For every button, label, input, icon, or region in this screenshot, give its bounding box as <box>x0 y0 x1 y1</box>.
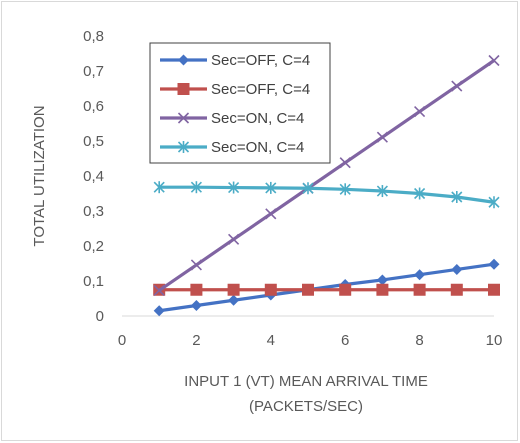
data-point <box>451 263 463 275</box>
data-point <box>153 181 165 194</box>
data-point <box>376 131 388 143</box>
legend: Sec=OFF, C=4 Sec=OFF, C=4 Sec=ON, C=4 Sec=O… <box>149 42 331 164</box>
data-point <box>376 283 389 296</box>
data-point <box>450 283 463 296</box>
series-1 <box>153 258 500 317</box>
legend-label: Sec=OFF, C=4 <box>211 52 310 69</box>
data-point <box>190 259 202 271</box>
data-point <box>488 196 500 209</box>
legend-item: Sec=ON, C=4 <box>160 110 304 127</box>
data-point <box>190 300 202 311</box>
y-tick-labels: 0 0,1 0,2 0,3 0,4 0,5 0,6 0,7 0,8 <box>83 28 104 325</box>
series-line <box>158 59 495 292</box>
data-point <box>302 283 314 296</box>
x-tick-label: 10 <box>486 332 503 349</box>
legend-marker <box>177 83 190 95</box>
x-tick-label: 2 <box>192 332 200 349</box>
legend-item: Sec=ON, C=4 <box>160 139 304 156</box>
data-point <box>376 274 388 286</box>
data-point <box>265 208 277 220</box>
legend-marker <box>177 141 190 153</box>
legend-marker <box>177 112 190 124</box>
y-tick-label: 0,3 <box>83 203 104 220</box>
data-point <box>228 181 240 194</box>
y-tick-label: 0,2 <box>83 238 104 255</box>
x-tick-label: 8 <box>415 332 423 349</box>
legend-label: Sec=OFF, C=4 <box>211 81 310 98</box>
data-point <box>302 182 314 195</box>
x-tick-labels: 0 2 4 6 8 10 <box>118 332 503 349</box>
y-tick-label: 0,4 <box>83 168 104 185</box>
series-line <box>158 262 495 313</box>
legend-item: Sec=OFF, C=4 <box>160 81 310 98</box>
x-axis-title-line-2: (PACKETS/SEC) <box>249 398 363 415</box>
data-point <box>228 233 240 245</box>
y-tick-label: 0,1 <box>83 273 104 290</box>
data-point <box>488 258 500 270</box>
series-4 <box>153 181 500 209</box>
y-tick-label: 0 <box>96 308 104 325</box>
legend-label: Sec=ON, C=4 <box>211 110 304 127</box>
legend-marker <box>178 54 189 66</box>
y-tick-label: 0,8 <box>83 28 104 45</box>
series-layer <box>153 54 500 317</box>
y-axis-title: TOTAL UTILIZATION <box>31 105 48 246</box>
legend-label: Sec=ON, C=4 <box>211 139 304 156</box>
data-point <box>227 283 240 296</box>
data-point <box>339 157 351 169</box>
y-tick-label: 0,7 <box>83 63 104 80</box>
data-point <box>488 283 500 296</box>
data-point <box>451 80 463 92</box>
data-point <box>153 284 165 297</box>
data-point <box>339 283 352 296</box>
data-point <box>488 54 500 67</box>
y-tick-label: 0,5 <box>83 133 104 150</box>
y-tick-label: 0,6 <box>83 98 104 115</box>
data-point <box>414 106 426 118</box>
legend-item: Sec=OFF, C=4 <box>160 52 310 69</box>
data-point <box>190 181 202 194</box>
data-point <box>414 187 426 200</box>
series-line <box>159 185 495 204</box>
data-point <box>376 185 388 198</box>
data-point <box>190 283 203 296</box>
x-tick-label: 0 <box>118 332 126 349</box>
data-point <box>451 191 463 203</box>
data-point <box>414 269 426 281</box>
x-axis-title-line-1: INPUT 1 (VT) MEAN ARRIVAL TIME <box>184 373 428 390</box>
data-point <box>265 181 277 194</box>
data-point <box>228 294 240 306</box>
x-tick-label: 4 <box>267 332 275 349</box>
data-point <box>264 283 277 296</box>
data-point <box>413 283 426 296</box>
x-tick-label: 6 <box>341 332 349 349</box>
data-point <box>153 305 165 317</box>
data-point <box>339 183 351 196</box>
